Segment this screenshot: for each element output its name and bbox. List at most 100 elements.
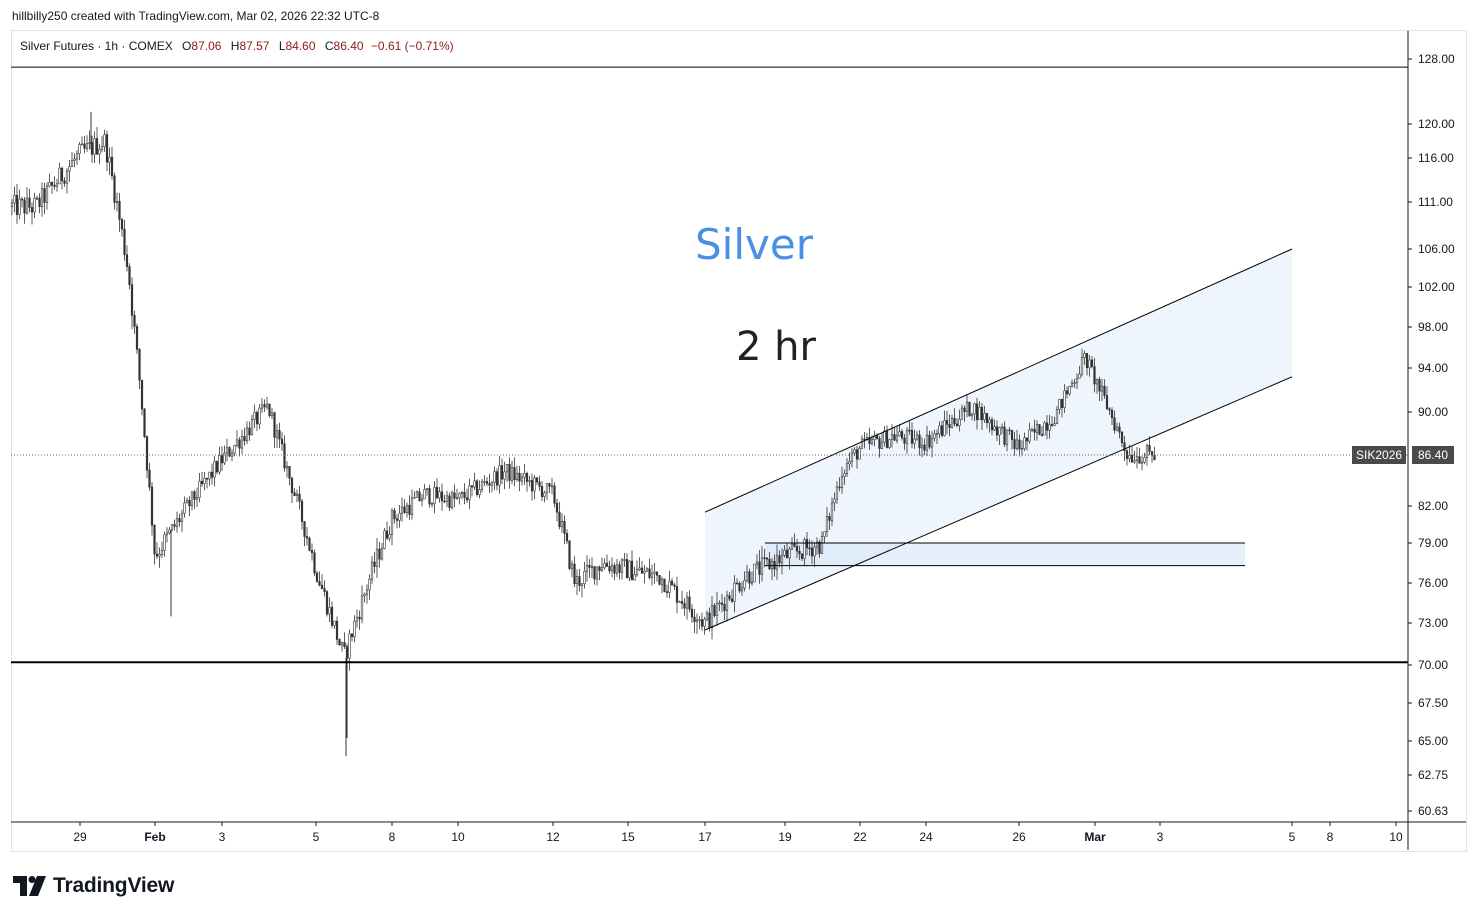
candle <box>353 615 356 643</box>
candle <box>1153 446 1156 461</box>
candle <box>1090 355 1094 369</box>
channel-upper-line[interactable] <box>704 248 1293 513</box>
candle <box>880 432 884 449</box>
candle <box>770 557 774 581</box>
candle <box>1003 421 1006 447</box>
candle <box>938 421 941 439</box>
y-tick-label: 94.00 <box>1418 361 1448 375</box>
candle <box>810 540 814 565</box>
candle <box>338 638 341 646</box>
candle <box>228 445 231 458</box>
candle <box>1065 386 1069 399</box>
candle <box>78 141 81 161</box>
chart-annotation-timeframe[interactable]: 2 hr <box>736 324 816 370</box>
y-tick-label: 73.00 <box>1418 616 1448 630</box>
x-tick-label: 29 <box>73 830 87 844</box>
candle <box>603 558 606 570</box>
x-tick-label: 8 <box>1327 830 1334 844</box>
candle <box>203 472 206 491</box>
candle <box>678 600 681 603</box>
candle <box>500 458 504 485</box>
candle <box>188 496 191 517</box>
candle <box>80 136 84 146</box>
candle <box>413 491 416 499</box>
candle <box>793 533 796 548</box>
candle <box>473 472 476 491</box>
candle <box>1143 452 1146 465</box>
candle <box>268 403 271 418</box>
candle <box>370 556 374 584</box>
candle <box>913 429 916 449</box>
candle <box>895 426 899 444</box>
candle <box>133 310 136 334</box>
candle <box>423 483 426 500</box>
candle <box>1038 424 1041 436</box>
channel-lower-line[interactable] <box>704 376 1293 631</box>
x-tick-label: 12 <box>546 830 560 844</box>
candle <box>923 438 926 456</box>
candle <box>175 511 179 533</box>
x-tick-label: 22 <box>853 830 867 844</box>
candle <box>70 151 74 167</box>
candle <box>15 184 19 225</box>
candle <box>308 536 311 552</box>
tradingview-logo[interactable]: TradingView <box>13 874 174 898</box>
y-tick-label: 90.00 <box>1418 405 1448 419</box>
candle <box>410 489 414 520</box>
candle <box>263 399 266 412</box>
candle <box>740 581 744 596</box>
candle <box>1120 431 1124 448</box>
candle <box>1070 379 1074 388</box>
symbol-legend: Silver Futures · 1h · COMEX O87.06 H87.5… <box>20 39 454 53</box>
candle <box>148 462 151 491</box>
candle <box>290 476 294 504</box>
candle <box>1035 420 1039 441</box>
chart-annotation-title[interactable]: Silver <box>695 220 813 269</box>
candle <box>970 412 974 421</box>
y-tick-label: 98.00 <box>1418 320 1448 334</box>
candle <box>953 408 956 427</box>
candle <box>1030 427 1034 432</box>
candle <box>623 553 626 567</box>
candle <box>420 494 424 507</box>
candle <box>260 397 264 413</box>
candle <box>10 199 14 216</box>
candle <box>945 410 949 435</box>
candle <box>910 422 914 449</box>
candle <box>690 603 694 623</box>
candle <box>705 610 709 622</box>
candle <box>605 554 609 567</box>
candle <box>28 188 31 213</box>
candle <box>940 420 944 438</box>
candle <box>100 136 104 153</box>
candle <box>388 526 391 542</box>
candle <box>588 558 591 579</box>
candle <box>513 457 516 487</box>
candle <box>158 547 161 568</box>
candle <box>748 568 751 590</box>
candle <box>1148 436 1151 456</box>
candle <box>510 460 514 485</box>
candle <box>630 550 634 581</box>
candle <box>950 414 954 429</box>
candle <box>833 492 836 512</box>
x-tick-label: 10 <box>1389 830 1403 844</box>
legend-open-value: 87.06 <box>191 39 222 53</box>
candle <box>330 601 334 629</box>
candle <box>580 583 584 598</box>
candle <box>1133 450 1136 464</box>
candle <box>195 487 199 507</box>
candle <box>800 553 804 562</box>
candle <box>215 460 219 475</box>
candle <box>45 182 49 210</box>
candle <box>753 563 756 583</box>
candle <box>210 463 214 485</box>
candle <box>300 498 304 530</box>
candle <box>1085 353 1089 376</box>
candle <box>1138 447 1141 464</box>
candle <box>385 521 389 541</box>
candle <box>798 545 801 560</box>
candle <box>540 480 544 502</box>
candle <box>905 426 909 454</box>
